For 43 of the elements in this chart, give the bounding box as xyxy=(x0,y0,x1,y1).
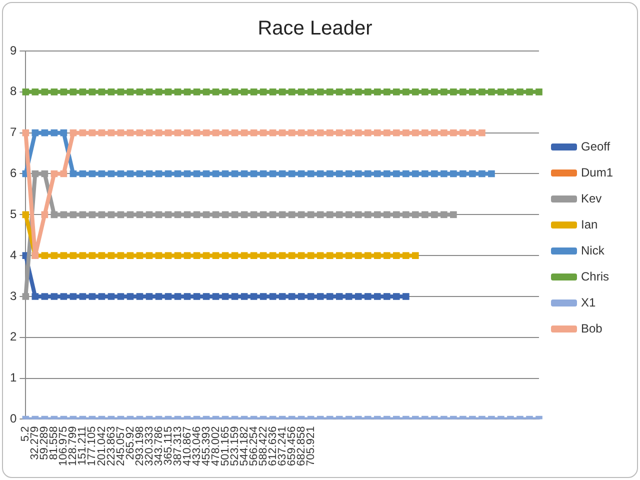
x-tick-label: 523.159 xyxy=(228,426,241,466)
y-tick-label: 5 xyxy=(10,206,17,221)
legend-label: Dum1 xyxy=(580,165,614,180)
x-tick-label: 637.241 xyxy=(276,426,288,466)
legend-label: Geoff xyxy=(580,139,611,154)
x-tick-label: 544.182 xyxy=(238,426,250,466)
x-tick-label: 501.165 xyxy=(219,426,232,466)
legend-label: Ian xyxy=(580,217,598,232)
x-tick-label: 705.921 xyxy=(304,426,317,466)
x-tick-label: 387.313 xyxy=(172,426,184,466)
x-tick-label: 293.198 xyxy=(134,426,146,466)
y-tick-label: 1 xyxy=(10,370,17,385)
x-tick-label: 343.786 xyxy=(152,426,165,466)
x-tick-label: 245.057 xyxy=(114,426,127,466)
x-tick-label: 682.858 xyxy=(295,426,308,466)
x-tick-label: 478.002 xyxy=(210,426,222,466)
y-tick-label: 7 xyxy=(10,125,17,140)
x-tick-label: 455.393 xyxy=(200,426,212,466)
y-tick-label: 9 xyxy=(10,43,17,58)
y-tick-label: 3 xyxy=(10,288,17,303)
legend-label: Nick xyxy=(580,243,606,258)
x-tick-label: 566.254 xyxy=(248,426,260,466)
y-tick-label: 4 xyxy=(10,248,17,262)
y-tick-label: 8 xyxy=(10,84,17,98)
x-tick-label: 433.046 xyxy=(190,426,203,466)
x-tick-label: 365.115 xyxy=(162,426,174,466)
y-tick-label: 6 xyxy=(10,166,17,180)
x-tick-label: 410.867 xyxy=(181,426,194,466)
chart-title: Race Leader xyxy=(258,18,373,40)
y-tick-label: 2 xyxy=(10,330,17,344)
x-tick-label: 659.456 xyxy=(286,426,298,466)
legend-label: Chris xyxy=(580,269,610,284)
x-tick-label: 612.636 xyxy=(266,426,279,466)
x-tick-label: 588.422 xyxy=(257,426,270,466)
x-tick-label: 265.92 xyxy=(124,426,136,460)
x-tick-label: 177.105 xyxy=(86,426,98,466)
legend-label: X1 xyxy=(580,295,596,310)
x-tick-label: 223.863 xyxy=(105,426,118,466)
x-tick-label: 201.042 xyxy=(96,426,108,466)
x-tick-label: 320.333 xyxy=(143,426,156,466)
legend-label: Kev xyxy=(580,191,602,206)
legend-label: Bob xyxy=(580,321,603,336)
y-tick-label: 0 xyxy=(10,412,17,426)
